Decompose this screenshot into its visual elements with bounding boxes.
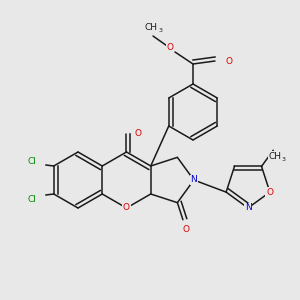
Text: N: N [244, 203, 251, 212]
Text: O: O [123, 203, 130, 212]
Text: 3: 3 [159, 28, 163, 34]
Text: N: N [190, 176, 197, 184]
Text: CH: CH [269, 152, 282, 161]
Text: O: O [123, 203, 130, 212]
Text: O: O [266, 188, 273, 196]
Text: O: O [135, 130, 142, 139]
Text: CH: CH [145, 23, 158, 32]
Text: O: O [226, 56, 232, 65]
Text: 3: 3 [281, 157, 285, 162]
Text: O: O [182, 225, 190, 234]
Text: O: O [167, 44, 173, 52]
Text: Cl: Cl [27, 157, 36, 166]
Text: Cl: Cl [27, 194, 36, 203]
